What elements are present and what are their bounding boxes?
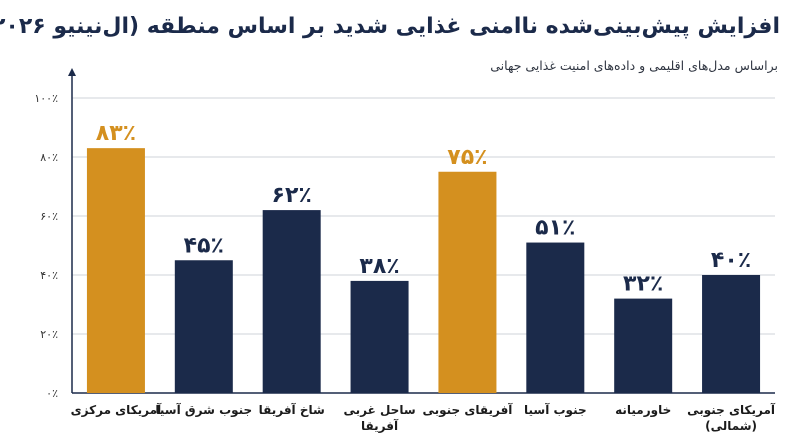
category-label: شاخ آفریقا bbox=[259, 402, 325, 417]
category-label: ساحل غربی آفریقا bbox=[343, 403, 415, 433]
bar-value-label: ۴۰٪ bbox=[711, 248, 751, 273]
bar bbox=[262, 210, 321, 393]
bar-value-label: ۴۵٪ bbox=[184, 233, 224, 258]
y-tick-label: ۸۰٪ bbox=[40, 151, 58, 164]
category-label: خاورمیانه bbox=[615, 403, 671, 418]
y-tick-label: ۰٪ bbox=[46, 387, 58, 400]
y-tick-label: ۲۰٪ bbox=[40, 328, 58, 341]
category-label: آفریقای جنوبی bbox=[422, 402, 513, 418]
category-label: جنوب شرق آسیا bbox=[155, 402, 252, 418]
y-tick-label: ۴۰٪ bbox=[40, 269, 58, 282]
category-label: جنوب آسیا bbox=[524, 402, 587, 418]
bar-value-label: ۳۲٪ bbox=[623, 272, 663, 297]
bar bbox=[438, 171, 497, 393]
bar-value-label: ۳۸٪ bbox=[359, 254, 399, 279]
bar bbox=[526, 242, 585, 393]
bar-value-label: ۷۵٪ bbox=[447, 145, 487, 170]
chart-title: افزایش پیش‌بینی‌شده ناامنی غذایی شدید بر… bbox=[0, 14, 780, 39]
bar bbox=[614, 298, 673, 393]
bar-value-label: ۶۲٪ bbox=[272, 183, 312, 208]
bar bbox=[174, 260, 233, 393]
bar-value-label: ۸۳٪ bbox=[96, 121, 136, 146]
y-axis-arrow bbox=[68, 68, 76, 76]
bar bbox=[350, 280, 409, 393]
chart-subtitle: براساس مدل‌های اقلیمی و داده‌های امنیت غ… bbox=[490, 58, 778, 73]
category-label: آمریکای جنوبی (شمالی) bbox=[687, 402, 776, 433]
bar bbox=[86, 148, 145, 393]
bar bbox=[702, 275, 761, 393]
y-tick-label: ۶۰٪ bbox=[40, 210, 58, 223]
category-label: آمریکای مرکزی bbox=[71, 402, 162, 417]
bar-value-label: ۵۱٪ bbox=[535, 216, 575, 241]
y-tick-label: ۱۰۰٪ bbox=[34, 92, 58, 105]
